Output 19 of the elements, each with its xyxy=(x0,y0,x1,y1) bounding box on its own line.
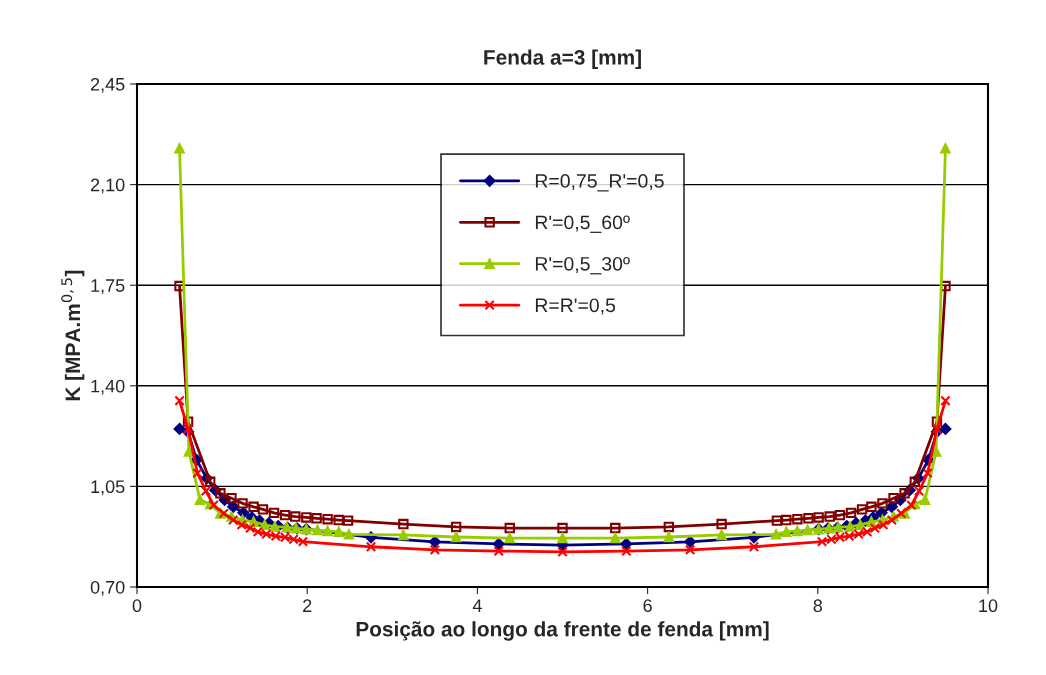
x-tick-label: 2 xyxy=(303,599,312,612)
x-tick-label: 6 xyxy=(643,599,652,613)
y-axis-title: K [MPA.m$^{0,5}$] xyxy=(61,270,85,401)
y-tick-label: 1,40 xyxy=(91,379,125,395)
x-tick-label: 8 xyxy=(813,599,823,613)
x-tick-label: 4 xyxy=(472,599,482,612)
y-tick-label: 2,10 xyxy=(90,178,125,194)
y-tick-label: 0,70 xyxy=(90,580,125,596)
legend-label: R'=0,5_60º xyxy=(535,215,630,233)
y-tick-label: 2,45 xyxy=(90,77,125,93)
x-tick-label: 10 xyxy=(979,599,998,613)
y-tick-label: 1,75 xyxy=(91,279,125,295)
legend-label: R=0,75_R'=0,5 xyxy=(535,174,664,192)
x-axis-title: Posição ao longo da frente de fenda [mm] xyxy=(356,621,769,641)
legend-label: R=R'=0,5 xyxy=(535,298,616,315)
legend-label: R'=0,5_30º xyxy=(535,256,630,275)
chart-title: Fenda a=3 [mm] xyxy=(484,49,641,69)
y-tick-label: 1,05 xyxy=(91,480,125,496)
x-tick-label: 0 xyxy=(132,599,142,613)
